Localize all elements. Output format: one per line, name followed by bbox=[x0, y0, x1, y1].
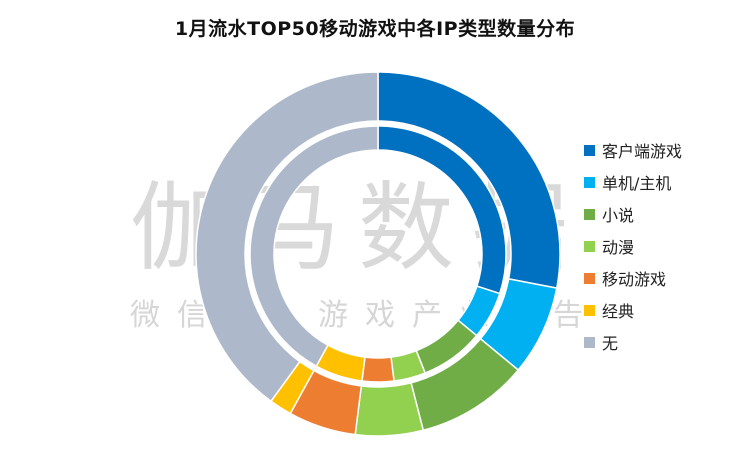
legend-swatch bbox=[584, 176, 595, 188]
outer-slice-6 bbox=[195, 71, 379, 403]
legend-swatch bbox=[584, 336, 595, 348]
outer-ring bbox=[195, 71, 561, 437]
legend-item: 单机/主机 bbox=[584, 166, 682, 198]
legend-label: 无 bbox=[602, 334, 619, 353]
legend-item: 客户端游戏 bbox=[584, 134, 682, 166]
inner-slice-4 bbox=[361, 356, 395, 383]
legend-swatch bbox=[584, 144, 595, 156]
legend-label: 经典 bbox=[602, 302, 635, 321]
chart-title: 1月流水TOP50移动游戏中各IP类型数量分布 bbox=[174, 18, 576, 40]
legend-item: 移动游戏 bbox=[584, 262, 682, 294]
legend-label: 小说 bbox=[602, 206, 635, 225]
outer-slice-3 bbox=[354, 381, 425, 437]
legend-swatch bbox=[584, 272, 595, 284]
legend: 客户端游戏单机/主机小说动漫移动游戏经典无 bbox=[584, 134, 682, 358]
legend-swatch bbox=[584, 240, 595, 252]
legend-swatch bbox=[584, 208, 595, 220]
inner-ring bbox=[249, 125, 507, 383]
inner-slice-6 bbox=[249, 125, 379, 368]
legend-item: 动漫 bbox=[584, 230, 682, 262]
legend-label: 客户端游戏 bbox=[602, 142, 683, 161]
legend-label: 单机/主机 bbox=[602, 174, 672, 193]
legend-item: 小说 bbox=[584, 198, 682, 230]
legend-item: 经典 bbox=[584, 294, 682, 326]
legend-label: 移动游戏 bbox=[602, 270, 667, 289]
legend-label: 动漫 bbox=[602, 238, 635, 257]
legend-item: 无 bbox=[584, 326, 682, 358]
legend-swatch bbox=[584, 304, 595, 316]
